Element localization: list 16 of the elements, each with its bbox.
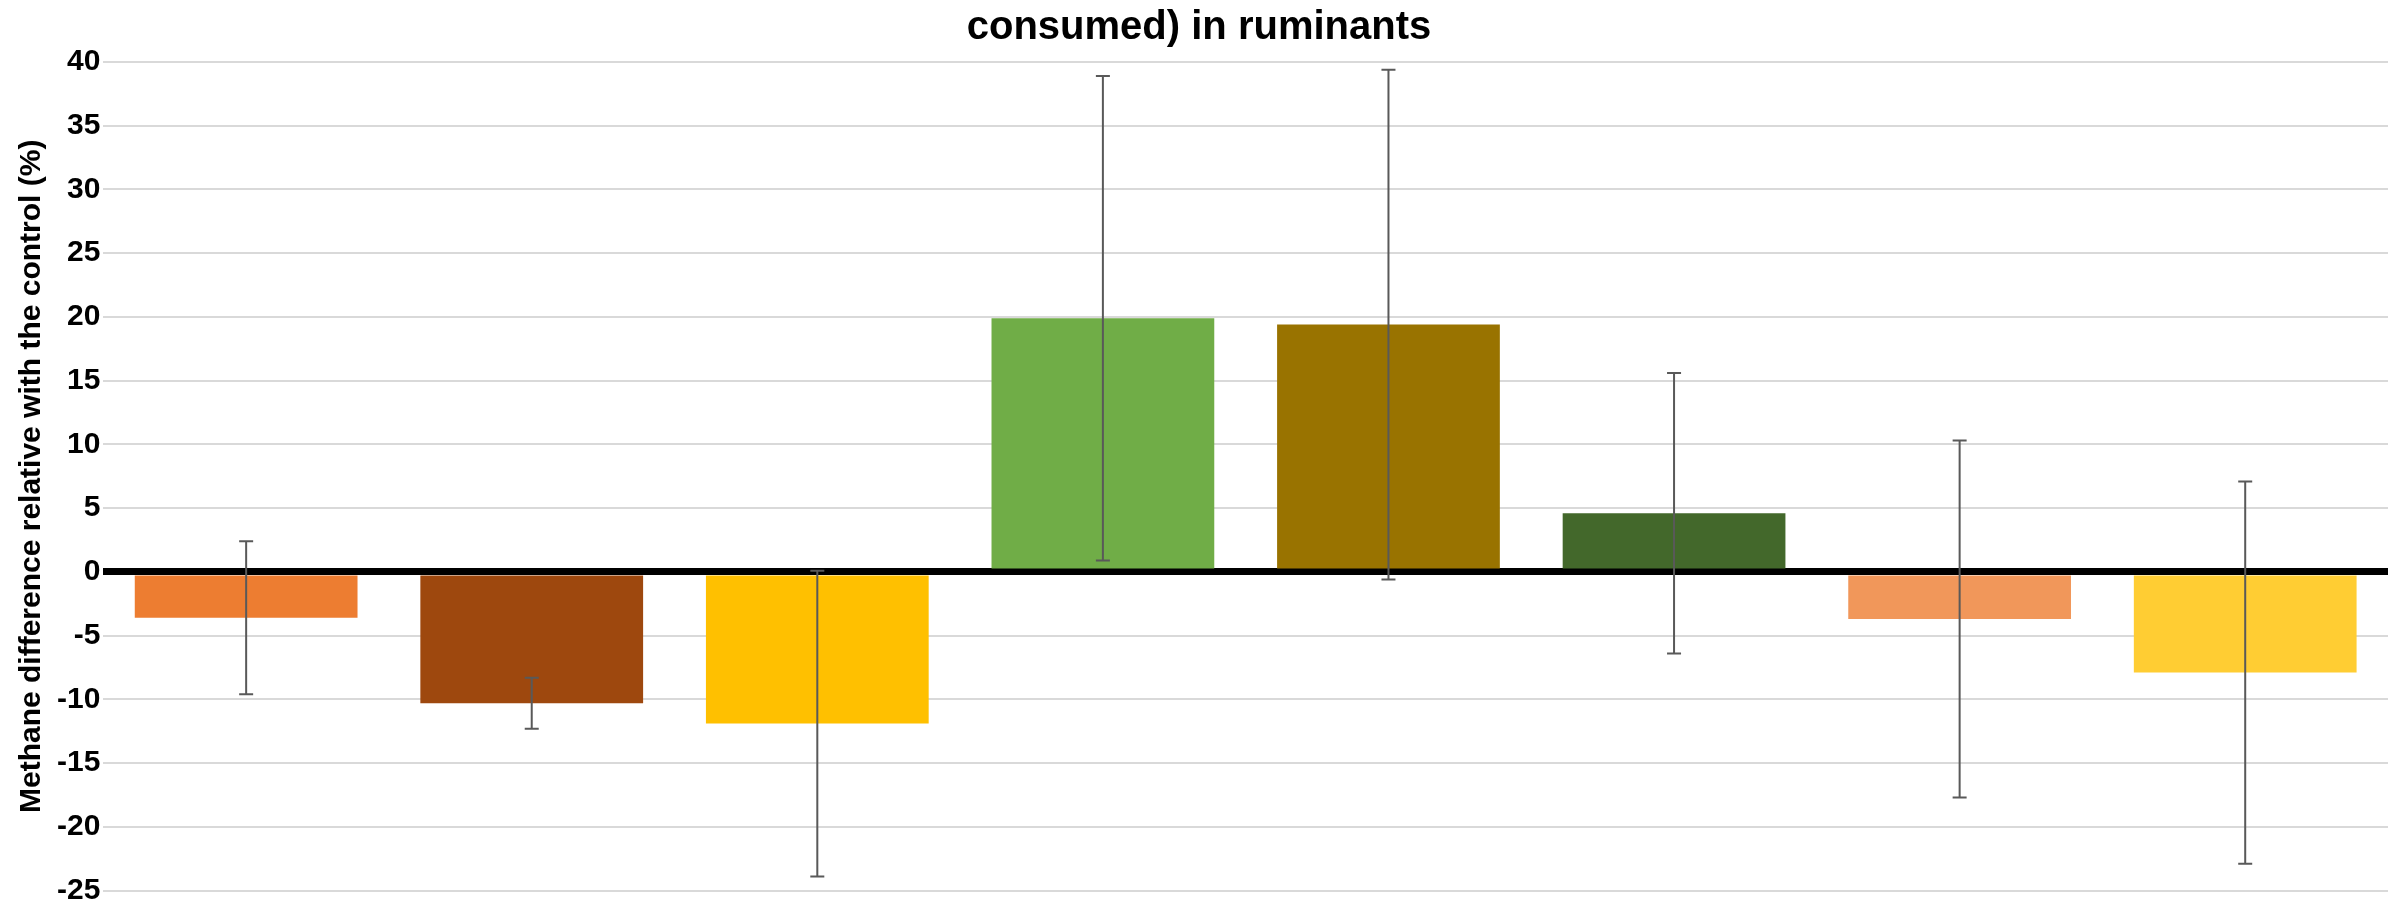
y-tick-label: 25 xyxy=(66,234,101,268)
chart-title: consumed) in ruminants xyxy=(966,3,1432,48)
y-tick-label: 40 xyxy=(66,43,101,77)
y-tick-label: 35 xyxy=(66,107,101,140)
y-tick-label: -15 xyxy=(57,744,101,778)
y-tick-label: 20 xyxy=(66,298,101,332)
y-tick-label: -20 xyxy=(57,808,101,842)
y-axis-title: Methane difference relative with the control (%) xyxy=(13,139,47,814)
y-tick-label: 0 xyxy=(83,553,101,587)
y-tick-label: 5 xyxy=(83,489,101,523)
y-tick-label: 30 xyxy=(66,170,101,204)
y-tick-label: -5 xyxy=(73,616,101,650)
y-tick-label: 15 xyxy=(66,361,101,395)
y-tick-label: 10 xyxy=(66,425,101,459)
y-tick-label: -10 xyxy=(57,680,101,714)
y-tick-label: -25 xyxy=(57,871,101,905)
